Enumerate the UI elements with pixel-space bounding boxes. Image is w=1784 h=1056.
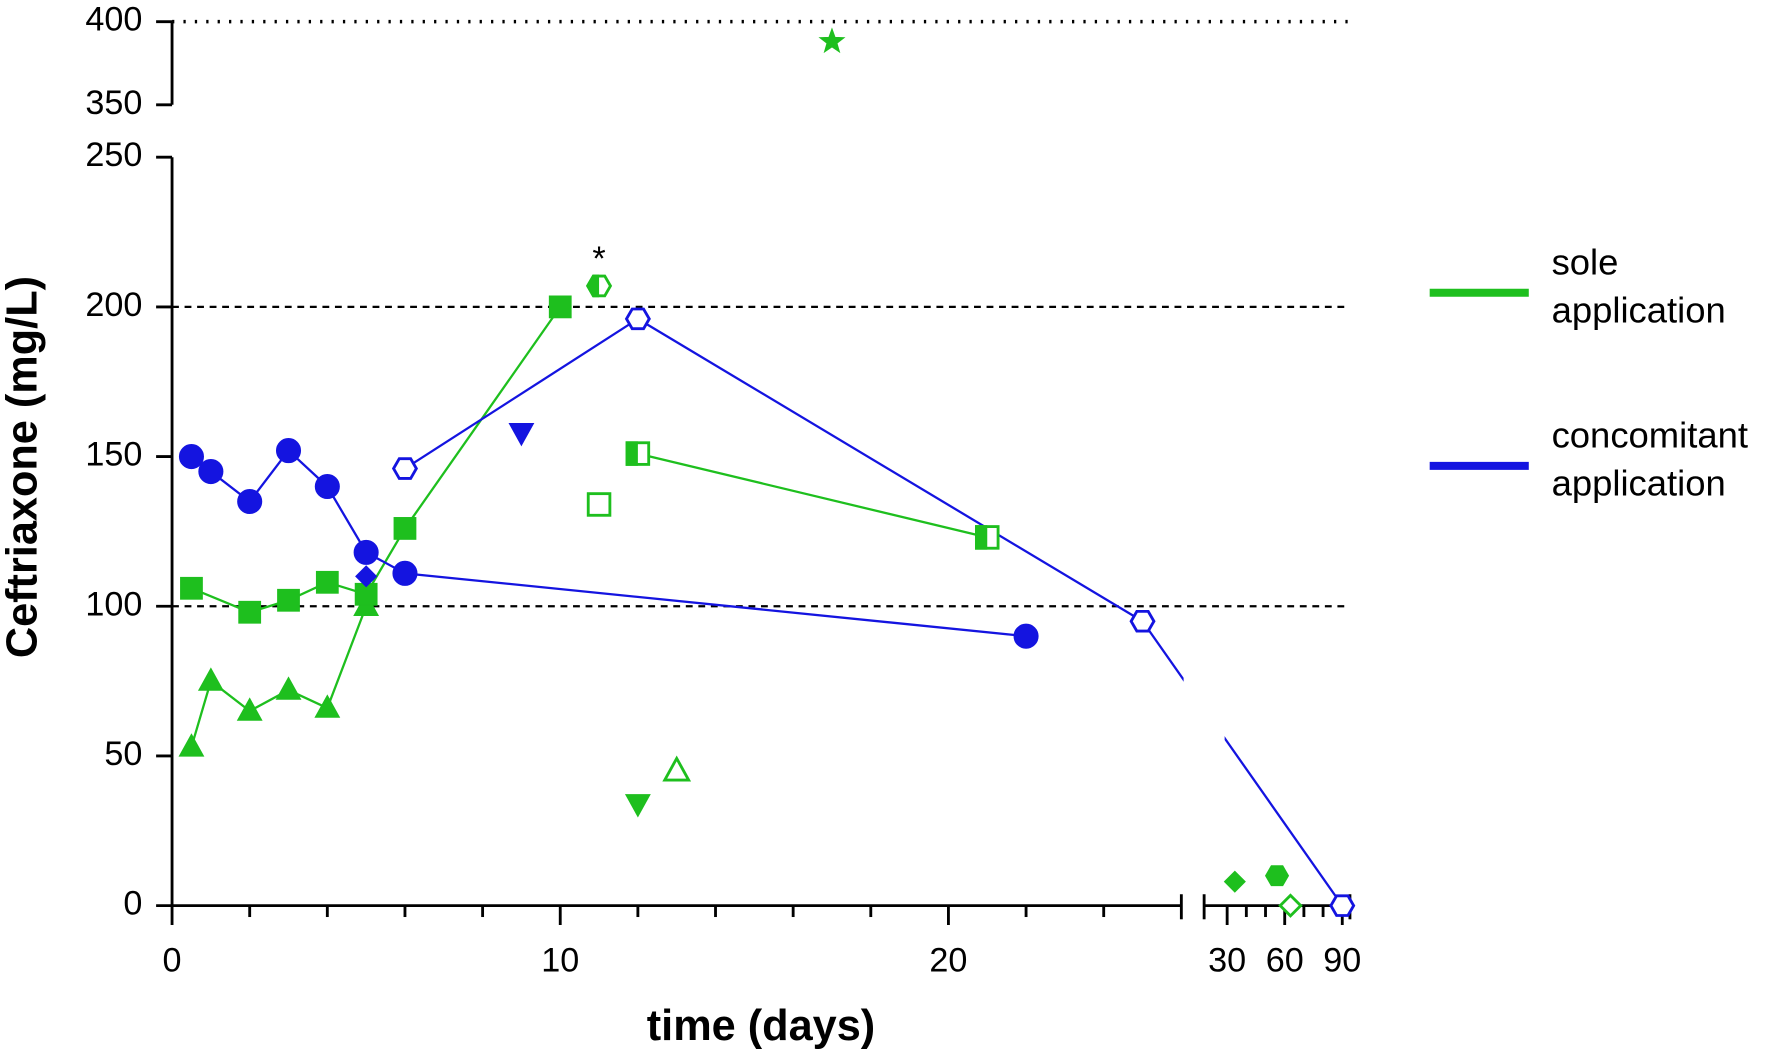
x-tick-label: 10 [541, 942, 579, 980]
data-point [391, 457, 419, 480]
data-point [393, 517, 417, 540]
series-line [637, 452, 988, 539]
data-point [1223, 870, 1246, 893]
data-point [355, 565, 378, 588]
marker [178, 733, 205, 757]
marker [236, 697, 263, 721]
data-point [237, 488, 263, 515]
data-point [1264, 865, 1290, 887]
marker [392, 560, 418, 586]
data-point [975, 525, 1000, 550]
data-point [392, 560, 418, 586]
data-point [508, 422, 535, 447]
x-tick-label: 60 [1266, 942, 1304, 980]
marker [314, 473, 340, 500]
marker [624, 794, 651, 818]
y-tick-label: 0 [123, 885, 142, 923]
marker [237, 488, 263, 515]
marker [586, 492, 612, 517]
marker [1129, 609, 1156, 633]
x-tick-label: 90 [1323, 942, 1361, 980]
marker [197, 667, 224, 691]
data-point [662, 755, 692, 782]
marker [315, 570, 339, 594]
marker [277, 588, 300, 612]
marker [178, 444, 204, 470]
marker [391, 457, 419, 480]
data-point [236, 697, 263, 721]
y-axis-title: Ceftriaxone (mg/L) [0, 276, 47, 658]
series-line [190, 605, 368, 748]
data-point [586, 274, 613, 298]
y-tick-label: 200 [85, 286, 142, 324]
data-point [624, 307, 651, 331]
data-point [238, 600, 262, 624]
data-point [1329, 894, 1356, 917]
marker [1013, 623, 1039, 649]
marker [275, 438, 302, 464]
data-point [275, 676, 302, 700]
marker [548, 295, 572, 319]
marker [508, 422, 535, 447]
marker [1278, 893, 1303, 918]
marker-half-fill [625, 441, 638, 466]
data-point [178, 733, 205, 757]
marker [353, 539, 379, 565]
marker [624, 307, 651, 331]
marker [1264, 865, 1290, 887]
data-point [586, 492, 612, 517]
series-line [191, 306, 562, 614]
marker [393, 517, 417, 540]
legend-label: concomitant application [1552, 415, 1748, 504]
y-tick-label: 350 [85, 84, 142, 122]
data-point [315, 570, 339, 594]
data-point [1129, 609, 1156, 633]
marker [662, 755, 692, 782]
legend-label: sole application [1552, 242, 1726, 331]
data-point [198, 459, 224, 485]
x-tick-label: 20 [929, 942, 967, 980]
marker [818, 27, 846, 54]
data-point [180, 576, 203, 600]
data-point [314, 694, 341, 718]
y-tick-label: 400 [85, 1, 142, 39]
data-point [353, 539, 379, 565]
y-tick-label: 150 [85, 436, 142, 474]
data-point [548, 295, 572, 319]
marker [198, 459, 224, 485]
data-point [625, 441, 651, 466]
x-tick-label: 30 [1208, 942, 1246, 980]
marker [314, 694, 341, 718]
data-point [1013, 623, 1039, 649]
marker [1329, 894, 1356, 917]
marker-half-fill [975, 525, 988, 550]
data-point [197, 667, 224, 691]
axis-break-gap [1183, 637, 1225, 843]
data-point [314, 473, 340, 500]
annotation: * [592, 240, 605, 278]
data-point [818, 27, 846, 54]
data-point [277, 588, 300, 612]
series-line [404, 317, 1344, 907]
data-point [275, 438, 302, 464]
data-point [1278, 893, 1303, 918]
y-tick-label: 50 [104, 735, 142, 773]
y-tick-label: 100 [85, 585, 142, 623]
marker [355, 565, 378, 588]
marker-half-fill [586, 274, 600, 298]
marker [238, 600, 262, 624]
y-tick-label: 250 [85, 136, 142, 174]
marker [275, 676, 302, 700]
data-point [178, 444, 204, 470]
series-line [190, 448, 1027, 638]
data-point [624, 794, 651, 818]
x-tick-label: 0 [163, 942, 182, 980]
marker [180, 576, 203, 600]
x-axis-title: time (days) [647, 1002, 875, 1050]
marker [1223, 870, 1246, 893]
